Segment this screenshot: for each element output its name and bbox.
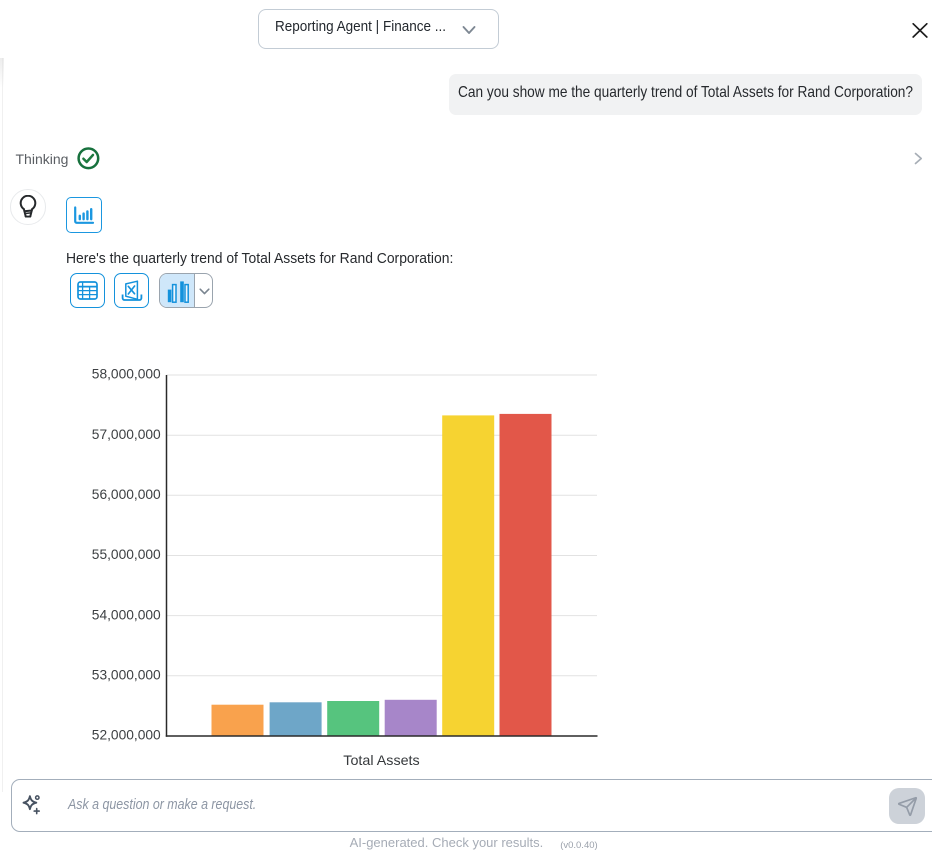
svg-text:57,000,000: 57,000,000	[92, 426, 161, 442]
svg-text:54,000,000: 54,000,000	[92, 606, 161, 622]
svg-text:58,000,000: 58,000,000	[92, 366, 161, 382]
svg-text:Total Assets: Total Assets	[343, 752, 419, 768]
svg-text:55,000,000: 55,000,000	[92, 546, 161, 562]
svg-text:52,000,000: 52,000,000	[92, 727, 161, 743]
svg-text:56,000,000: 56,000,000	[92, 486, 161, 502]
svg-text:53,000,000: 53,000,000	[92, 667, 161, 683]
